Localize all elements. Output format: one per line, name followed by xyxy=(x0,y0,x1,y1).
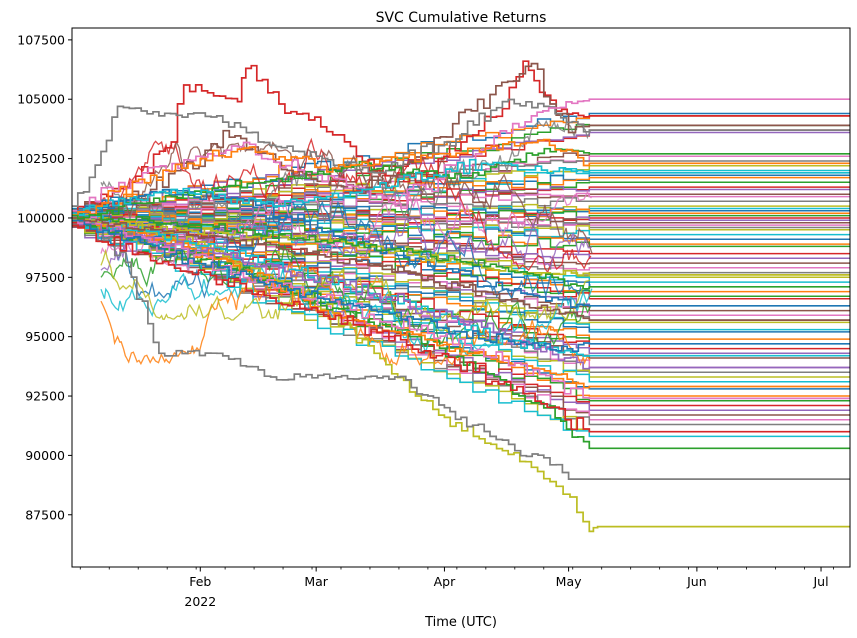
y-tick-label: 87500 xyxy=(25,507,65,522)
x-tick-label: Feb xyxy=(189,574,211,589)
series-noise xyxy=(100,262,593,356)
series-line xyxy=(72,147,850,221)
x-tick-label: May xyxy=(556,574,582,589)
series-line xyxy=(72,221,850,433)
series-line xyxy=(72,213,850,290)
series-line xyxy=(72,62,850,219)
series-line xyxy=(72,98,850,207)
series-line xyxy=(72,98,850,214)
series-line xyxy=(72,212,850,421)
x-axis-label: Time (UTC) xyxy=(424,615,497,630)
series-line xyxy=(72,219,850,353)
series-line xyxy=(72,209,850,480)
y-tick-label: 97500 xyxy=(25,270,65,285)
series-line xyxy=(72,192,850,220)
series-noise xyxy=(100,200,591,300)
series-line xyxy=(72,158,850,217)
series-line xyxy=(72,217,850,389)
x-tick-label: Mar xyxy=(304,574,328,589)
x-tick-sublabel: 2022 xyxy=(184,594,216,609)
y-axis: 87500 90000 92500 95000 97500 100000 102500 105… xyxy=(17,32,72,522)
x-tick-label: Apr xyxy=(434,574,456,589)
series-noise xyxy=(100,248,591,321)
x-tick-label: Jun xyxy=(686,574,707,589)
y-tick-label: 90000 xyxy=(25,448,65,463)
x-tick-label: Jul xyxy=(812,574,828,589)
series-line xyxy=(72,215,850,533)
series-line xyxy=(72,217,850,277)
series-layer xyxy=(72,60,850,533)
y-tick-label: 92500 xyxy=(25,389,65,404)
y-tick-label: 95000 xyxy=(25,329,65,344)
series-noise xyxy=(100,243,592,350)
x-axis: Feb 2022 Mar Apr May Jun Jul xyxy=(79,567,834,609)
chart-title: SVC Cumulative Returns xyxy=(376,10,547,26)
series-line xyxy=(72,214,850,400)
plot-frame xyxy=(71,27,851,568)
series-line xyxy=(72,218,850,433)
y-tick-label: 105000 xyxy=(17,92,65,107)
y-tick-label: 102500 xyxy=(17,151,65,166)
y-tick-label: 100000 xyxy=(17,210,65,225)
series-line xyxy=(72,138,850,217)
series-line xyxy=(72,218,850,370)
series-line xyxy=(72,60,850,215)
y-tick-label: 107500 xyxy=(17,32,65,47)
series-line xyxy=(72,217,850,321)
